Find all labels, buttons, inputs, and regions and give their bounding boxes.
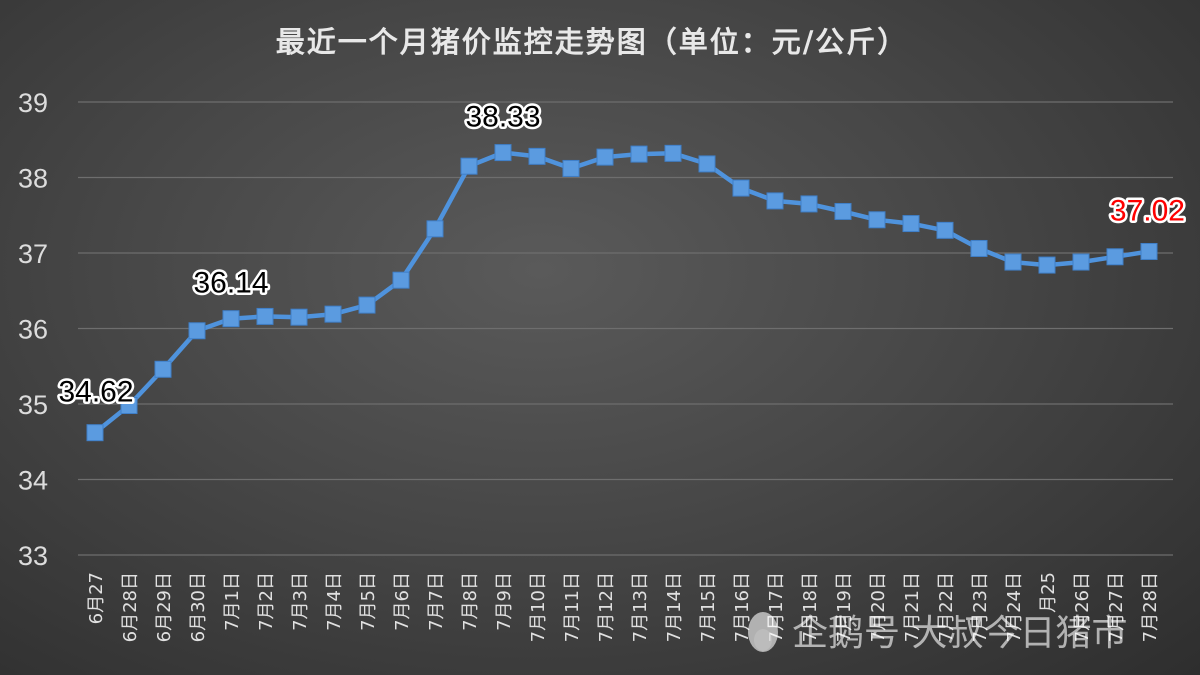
data-point [86, 424, 104, 442]
data-point [868, 211, 886, 229]
data-point [630, 145, 648, 163]
data-point [324, 305, 342, 323]
x-tick-label: 7月23日 [970, 572, 991, 642]
x-axis-ticks: 6月27 6月28日 6月29日 6月30日 7月1日 7月2日 7月3日 7月4日 7月5日 7… [86, 572, 1161, 642]
data-point [494, 144, 512, 162]
data-point [256, 307, 274, 325]
x-tick-label: 7月13日 [630, 572, 651, 642]
data-point [902, 215, 920, 233]
x-tick-label: 7月19日 [834, 572, 855, 642]
data-point [188, 322, 206, 340]
x-tick-label: 7月15日 [698, 572, 719, 642]
data-label: 38.33 [465, 101, 540, 134]
x-tick-label: 6月29日 [154, 572, 175, 642]
y-axis-ticks: 33 34 35 36 37 38 39 [18, 88, 48, 571]
x-tick-label: 7月24日 [1004, 572, 1025, 642]
data-point [970, 239, 988, 257]
data-point [120, 397, 138, 415]
data-label: 36.14 [193, 267, 268, 300]
data-point [460, 157, 478, 175]
watermark-text: 企鹅号 大叔今日猪市 [792, 613, 1127, 654]
x-tick-label: 7月6日 [392, 572, 413, 631]
y-tick-label: 38 [18, 164, 48, 194]
data-point [392, 271, 410, 289]
x-tick-label: 7月8日 [460, 572, 481, 631]
data-point [732, 179, 750, 197]
data-point [766, 192, 784, 210]
data-point [358, 296, 376, 314]
series-markers [86, 144, 1158, 442]
x-tick-label: 7月7日 [426, 572, 447, 631]
data-point [1106, 248, 1124, 266]
data-point [154, 360, 172, 378]
data-point [834, 202, 852, 220]
x-tick-label: 6月30日 [188, 572, 209, 642]
gridlines [78, 101, 1173, 556]
x-tick-label: 7月3日 [290, 572, 311, 631]
x-tick-label: 7月1日 [222, 572, 243, 631]
data-point [222, 310, 240, 328]
y-tick-label: 39 [18, 88, 48, 118]
x-tick-label: 6月28日 [120, 572, 141, 642]
data-point [664, 144, 682, 162]
data-label: 37.02 [1110, 194, 1185, 227]
data-labels: 34.62 36.14 38.33 37.02 [56, 98, 1188, 411]
x-tick-label: 7月9日 [494, 572, 515, 631]
x-tick-label: 6月27 [86, 572, 107, 624]
data-point [290, 308, 308, 326]
x-tick-label: 7月20日 [868, 572, 889, 642]
x-tick-label: 7月18日 [800, 572, 821, 642]
y-tick-label: 36 [18, 315, 48, 345]
x-tick-label: 7月27日 [1106, 572, 1127, 642]
data-point [1072, 253, 1090, 271]
data-point [528, 147, 546, 165]
data-point [936, 221, 954, 239]
chart-title: 最近一个月猪价监控走势图（单位：元/公斤） [276, 25, 909, 59]
data-point [698, 155, 716, 173]
watermark: 企鹅号 大叔今日猪市 [748, 612, 1127, 654]
data-point [562, 159, 580, 177]
data-point [1140, 242, 1158, 260]
y-tick-label: 35 [18, 390, 48, 420]
x-tick-label: 7月28日 [1140, 572, 1161, 642]
x-tick-label: 7月2日 [256, 572, 277, 631]
penguin-logo-icon [748, 612, 778, 652]
data-point [1038, 256, 1056, 274]
x-tick-label: 7月16日 [732, 572, 753, 642]
x-tick-label: 7月4日 [324, 572, 345, 631]
data-point [426, 220, 444, 238]
data-point [800, 195, 818, 213]
x-tick-label: 7月12日 [596, 572, 617, 642]
y-tick-label: 37 [18, 239, 48, 269]
x-tick-label: 7月5日 [358, 572, 379, 631]
data-label: 34.62 [58, 376, 133, 409]
data-point [1004, 253, 1022, 271]
x-tick-label: 7月11日 [562, 572, 583, 642]
y-tick-label: 33 [18, 541, 48, 571]
x-tick-label: 7月14日 [664, 572, 685, 642]
x-tick-label: 7月10日 [528, 572, 549, 642]
x-tick-label: 7月21日 [902, 572, 923, 642]
x-tick-label: 7月26日 [1072, 572, 1093, 642]
y-tick-label: 34 [18, 466, 48, 496]
x-tick-label: 7月22日 [936, 572, 957, 642]
data-point [596, 148, 614, 166]
x-tick-label: 月25 [1038, 572, 1059, 613]
